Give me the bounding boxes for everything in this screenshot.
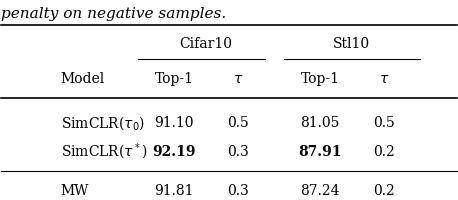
Text: Model: Model xyxy=(60,72,105,86)
Text: 87.91: 87.91 xyxy=(298,145,342,159)
Text: Stl10: Stl10 xyxy=(333,37,371,51)
Text: $\tau$: $\tau$ xyxy=(233,72,243,86)
Text: penalty on negative samples.: penalty on negative samples. xyxy=(1,7,227,21)
Text: 0.2: 0.2 xyxy=(373,145,395,159)
Text: MW: MW xyxy=(60,184,89,198)
Text: SimCLR($\tau_0$): SimCLR($\tau_0$) xyxy=(60,114,145,132)
Text: 91.81: 91.81 xyxy=(155,184,194,198)
Text: 0.2: 0.2 xyxy=(373,184,395,198)
Text: Cifar10: Cifar10 xyxy=(180,37,233,51)
Text: 81.05: 81.05 xyxy=(300,116,340,130)
Text: 92.19: 92.19 xyxy=(153,145,196,159)
Text: Top-1: Top-1 xyxy=(300,72,339,86)
Text: 87.24: 87.24 xyxy=(300,184,340,198)
Text: 0.3: 0.3 xyxy=(227,184,249,198)
Text: SimCLR($\tau^*$): SimCLR($\tau^*$) xyxy=(60,142,147,162)
Text: 0.3: 0.3 xyxy=(227,145,249,159)
Text: Top-1: Top-1 xyxy=(155,72,194,86)
Text: 91.10: 91.10 xyxy=(155,116,194,130)
Text: 0.5: 0.5 xyxy=(373,116,395,130)
Text: 0.5: 0.5 xyxy=(227,116,249,130)
Text: $\tau$: $\tau$ xyxy=(379,72,389,86)
